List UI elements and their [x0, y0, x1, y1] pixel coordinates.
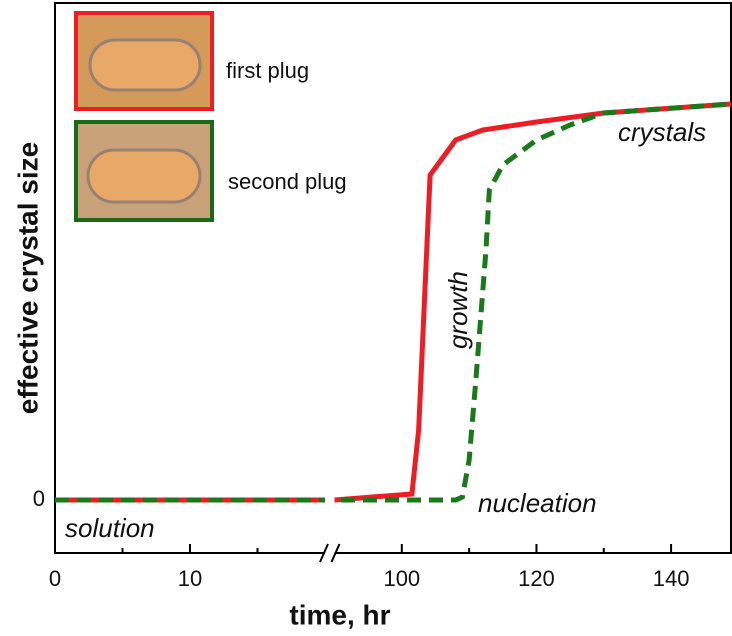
x-tick-label: 100 [383, 566, 420, 591]
legend: first plug second plug [76, 13, 347, 220]
legend-label: first plug [226, 58, 309, 83]
annotation: solution [65, 513, 155, 543]
annotation: growth [443, 271, 473, 349]
chart: effective crystal size time, hr solution… [0, 0, 732, 636]
x-tick-label: 120 [518, 566, 555, 591]
annotation: crystals [618, 117, 706, 147]
annotation: nucleation [478, 488, 597, 518]
legend-label: second plug [228, 169, 347, 194]
x-tick-label: 10 [178, 566, 202, 591]
plug-icon [90, 40, 200, 90]
y-tick-label: 0 [33, 486, 45, 511]
axis-break [325, 541, 335, 565]
y-axis-label: effective crystal size [12, 142, 43, 414]
x-axis-label: time, hr [289, 599, 390, 630]
plug-icon [88, 150, 200, 202]
x-tick-label: 140 [653, 566, 690, 591]
x-tick-label: 0 [49, 566, 61, 591]
axis-break [325, 494, 335, 506]
